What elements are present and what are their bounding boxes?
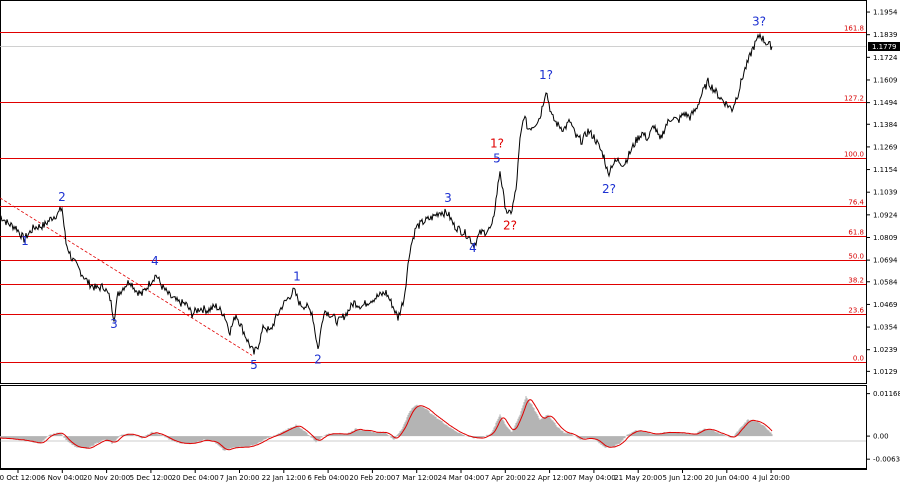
wave-label-8: 4 <box>469 241 477 255</box>
time-tick-label-14: 21 May 20:00 <box>614 474 662 482</box>
price-tick-label-10: 1.0809 <box>873 234 898 242</box>
time-tick-label-11: 7 Apr 20:00 <box>485 474 526 482</box>
price-tick-label-2: 1.1724 <box>873 54 898 62</box>
price-tick-label-5: 1.1384 <box>873 121 898 129</box>
wave-label-0: 1 <box>21 234 29 248</box>
wave-label-4: 5 <box>250 358 258 372</box>
chart-frame <box>0 0 867 384</box>
osc-tick-label-2: -0.00635 <box>873 456 900 464</box>
osc-tick-label-1: 0.00 <box>873 433 889 441</box>
oscillator-layer <box>0 396 773 451</box>
wave-label-14: 3? <box>752 15 766 29</box>
time-tick-label-9: 7 Mar 12:00 <box>396 474 438 482</box>
wave-label-3: 4 <box>151 254 159 268</box>
current-price-box <box>868 42 900 51</box>
fib-label-8: 0.0 <box>853 355 864 363</box>
oscillator-axis: 0.01168 0.00 -0.00635 <box>866 390 900 464</box>
time-tick-label-2: 20 Nov 20:00 <box>83 474 130 482</box>
fib-label-3: 76.4 <box>848 199 864 207</box>
trendline-layer <box>0 197 253 356</box>
price-tick-label-7: 1.1154 <box>873 166 898 174</box>
trendline <box>0 197 253 356</box>
fib-label-5: 50.0 <box>848 253 864 261</box>
price-series-layer <box>0 32 773 355</box>
price-tick-label-13: 1.0469 <box>873 301 898 309</box>
fib-label-6: 38.2 <box>848 277 864 285</box>
price-tick-label-1: 1.1839 <box>873 31 898 39</box>
price-tick-label-0: 1.1954 <box>873 9 898 17</box>
wave-label-2: 3 <box>110 317 118 331</box>
fib-label-1: 127.2 <box>844 95 864 103</box>
wave-label-1: 2 <box>58 190 66 204</box>
wave-label-11: 2? <box>503 218 517 232</box>
fib-label-4: 61.8 <box>848 229 864 237</box>
time-tick-label-1: 6 Nov 04:00 <box>41 474 84 482</box>
price-tick-label-3: 1.1609 <box>873 76 898 84</box>
fib-label-2: 100.0 <box>844 151 864 159</box>
oscillator-histogram <box>0 396 773 451</box>
time-tick-label-13: 7 May 04:00 <box>572 474 616 482</box>
wave-label-6: 2 <box>314 352 322 366</box>
fib-label-0: 161.8 <box>844 25 864 33</box>
wave-label-9: 5 <box>493 151 501 165</box>
time-tick-label-3: 5 Dec 12:00 <box>130 474 173 482</box>
time-tick-label-15: 5 Jun 12:00 <box>662 474 702 482</box>
fibonacci-levels: 161.8 127.2 100.0 76.4 61.8 50.0 38.2 23.6 0.0 <box>0 25 866 363</box>
current-price-marker: 1.1779 <box>868 42 900 51</box>
wave-label-7: 3 <box>444 191 452 205</box>
time-tick-label-16: 20 Jun 04:00 <box>705 474 749 482</box>
price-tick-label-8: 1.1039 <box>873 189 898 197</box>
osc-tick-label-0: 0.01168 <box>873 390 900 398</box>
time-tick-label-8: 20 Feb 20:00 <box>349 474 395 482</box>
wave-label-12: 1? <box>539 68 553 82</box>
time-tick-label-5: 7 Jan 20:00 <box>220 474 260 482</box>
price-tick-label-9: 1.0924 <box>873 211 898 219</box>
time-tick-label-7: 6 Feb 04:00 <box>307 474 348 482</box>
time-tick-label-12: 22 Apr 12:00 <box>527 474 573 482</box>
wave-label-5: 1 <box>293 270 301 284</box>
oscillator-signal-line <box>0 399 773 451</box>
price-tick-label-11: 1.0694 <box>873 257 898 265</box>
time-tick-label-10: 24 Mar 04:00 <box>438 474 485 482</box>
fib-label-7: 23.6 <box>848 307 864 315</box>
price-tick-label-4: 1.1494 <box>873 99 898 107</box>
wave-label-13: 2? <box>602 182 616 196</box>
price-series <box>0 32 773 355</box>
price-tick-label-15: 1.0239 <box>873 346 898 354</box>
price-axis: 1.1954 1.1839 1.1724 1.1609 1.1494 1.1384 1.12… <box>866 9 898 376</box>
current-price-label: 1.1779 <box>872 43 897 51</box>
time-tick-label-0: 20 Oct 12:00 <box>0 474 41 482</box>
price-tick-label-6: 1.1269 <box>873 143 898 151</box>
price-tick-label-16: 1.0129 <box>873 368 898 376</box>
price-tick-label-14: 1.0354 <box>873 324 898 332</box>
time-tick-label-4: 20 Dec 04:00 <box>172 474 219 482</box>
price-tick-label-12: 1.0584 <box>873 278 898 286</box>
wave-label-10: 1? <box>490 137 504 151</box>
time-tick-label-17: 4 Jul 20:00 <box>752 474 790 482</box>
time-tick-label-6: 22 Jan 12:00 <box>262 474 306 482</box>
